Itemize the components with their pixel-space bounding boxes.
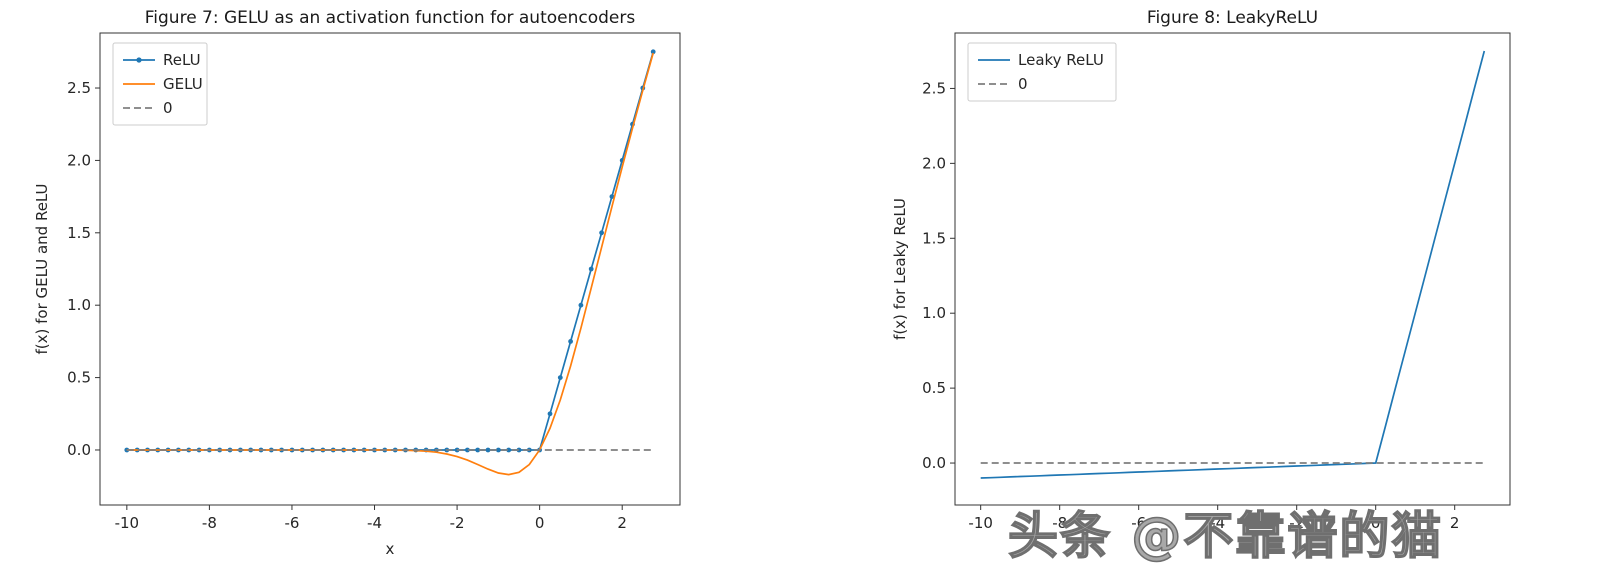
svg-text:0: 0: [1018, 75, 1028, 93]
figure7-ylabel: f(x) for GELU and ReLU: [33, 183, 51, 355]
svg-text:-8: -8: [202, 514, 217, 532]
svg-text:0: 0: [163, 99, 173, 117]
svg-text:2: 2: [1450, 514, 1460, 532]
svg-text:-10: -10: [968, 514, 993, 532]
svg-text:0.5: 0.5: [922, 379, 946, 397]
svg-text:-4: -4: [367, 514, 382, 532]
svg-text:-6: -6: [1131, 514, 1146, 532]
svg-text:0.0: 0.0: [67, 441, 91, 459]
figure8-ylabel: f(x) for Leaky ReLU: [891, 198, 909, 340]
svg-text:-6: -6: [284, 514, 299, 532]
svg-text:-2: -2: [1289, 514, 1304, 532]
svg-text:2.0: 2.0: [67, 151, 91, 169]
svg-text:0: 0: [1371, 514, 1381, 532]
svg-text:-4: -4: [1210, 514, 1225, 532]
svg-text:0.5: 0.5: [67, 369, 91, 387]
svg-text:2.5: 2.5: [922, 79, 946, 97]
svg-text:1.0: 1.0: [922, 304, 946, 322]
svg-text:0.0: 0.0: [922, 454, 946, 472]
svg-text:ReLU: ReLU: [163, 51, 201, 69]
svg-text:-2: -2: [450, 514, 465, 532]
svg-text:0: 0: [535, 514, 545, 532]
figure8-title: Figure 8: LeakyReLU: [1146, 8, 1319, 28]
svg-text:-10: -10: [115, 514, 140, 532]
figure7-xlabel: x: [385, 540, 395, 558]
svg-text:2: 2: [617, 514, 627, 532]
figure7-title: Figure 7: GELU as an activation function…: [144, 8, 636, 28]
svg-text:2.5: 2.5: [67, 79, 91, 97]
svg-text:-8: -8: [1052, 514, 1067, 532]
svg-text:1.0: 1.0: [67, 296, 91, 314]
watermark: 头条 @不靠谱的猫: [1007, 506, 1444, 566]
svg-text:GELU: GELU: [163, 75, 203, 93]
svg-text:1.5: 1.5: [67, 224, 91, 242]
svg-text:1.5: 1.5: [922, 229, 946, 247]
svg-text:2.0: 2.0: [922, 154, 946, 172]
svg-text:Leaky ReLU: Leaky ReLU: [1018, 51, 1104, 69]
